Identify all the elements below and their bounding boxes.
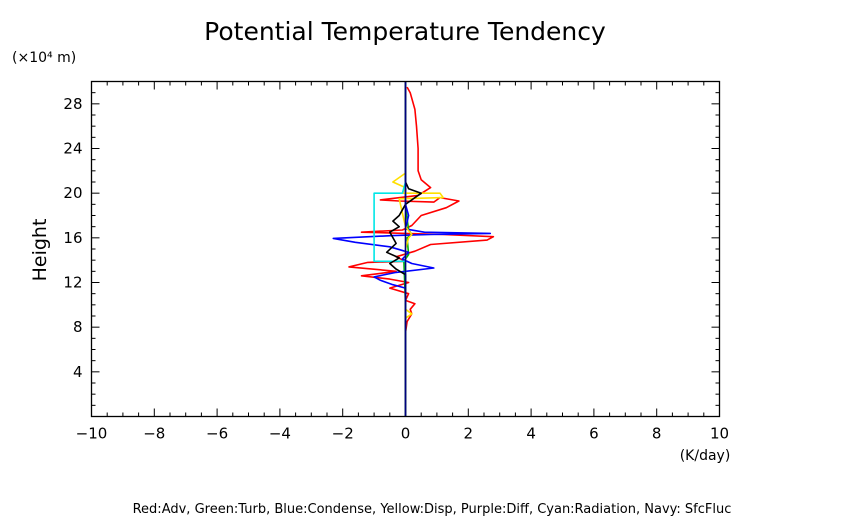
y-tick-label: 4 — [73, 363, 83, 381]
series-line — [348, 86, 495, 417]
series-line — [392, 81, 445, 417]
plot-frame — [90, 80, 721, 418]
axis-ticks — [91, 81, 720, 417]
y-axis-label: Height — [29, 219, 51, 282]
y-tick-label: 24 — [63, 140, 82, 158]
x-tick-label: −8 — [143, 425, 165, 443]
series-line — [385, 81, 423, 417]
y-unit-label: (×10⁴ m) — [12, 50, 76, 66]
y-tick-label: 16 — [63, 229, 82, 247]
legend-text: Red:Adv, Green:Turb, Blue:Condense, Yell… — [133, 502, 732, 517]
series-line — [332, 81, 492, 417]
y-tick-label: 20 — [63, 184, 82, 202]
chart-title: Potential Temperature Tendency — [204, 17, 606, 46]
data-series — [332, 81, 495, 417]
x-tick-label: −6 — [206, 425, 228, 443]
x-tick-label: 2 — [464, 425, 474, 443]
x-tick-label: 10 — [710, 425, 729, 443]
y-tick-label: 12 — [63, 274, 82, 292]
y-tick-labels: 4 8 12 16 20 24 28 — [63, 95, 82, 381]
x-tick-label: −2 — [332, 425, 354, 443]
x-unit-label: (K/day) — [680, 448, 731, 464]
x-tick-label: 8 — [652, 425, 662, 443]
x-tick-label: 6 — [589, 425, 599, 443]
x-tick-label: 0 — [401, 425, 411, 443]
x-tick-label: −4 — [269, 425, 291, 443]
x-tick-label: 4 — [526, 425, 536, 443]
x-tick-labels: −10 −8 −6 −4 −2 0 2 4 6 8 10 — [76, 425, 729, 443]
x-tick-label: −10 — [76, 425, 108, 443]
y-tick-label: 8 — [73, 318, 83, 336]
y-tick-label: 28 — [63, 95, 82, 113]
